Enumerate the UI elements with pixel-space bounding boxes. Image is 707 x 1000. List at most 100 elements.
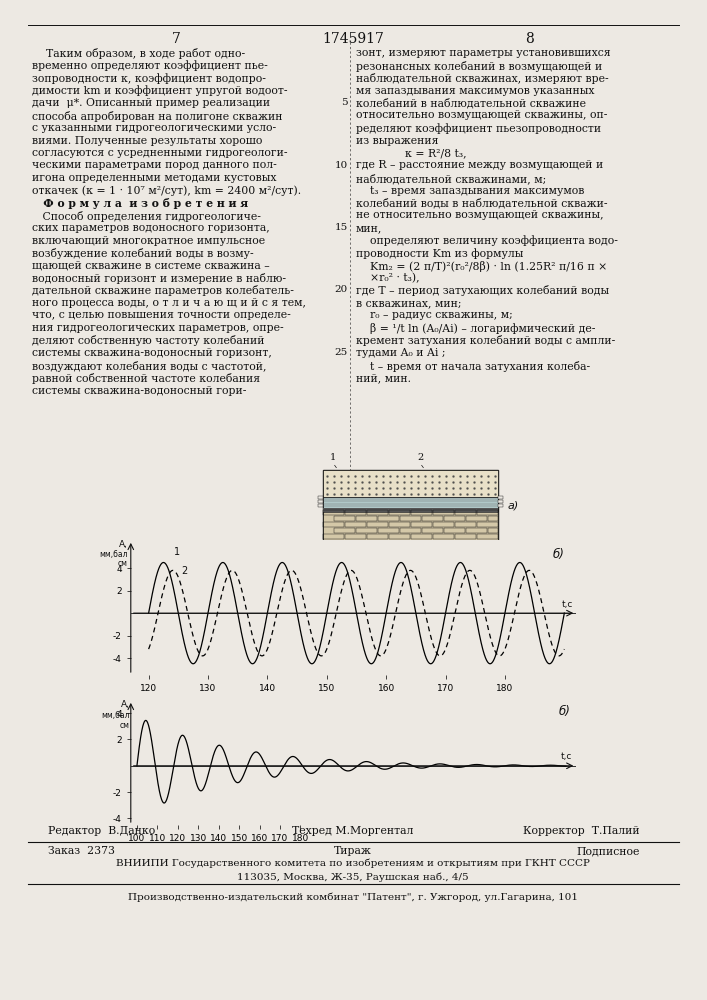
Text: откачек (к = 1 · 10⁷ м²/сут), km = 2400 м²/сут).: откачек (к = 1 · 10⁷ м²/сут), km = 2400 … [32,186,301,196]
Text: не относительно возмущающей скважины,: не относительно возмущающей скважины, [356,211,604,221]
Bar [323,522,344,527]
Text: согласуются с усредненными гидрогеологи-: согласуются с усредненными гидрогеологи- [32,148,288,158]
Text: относительно возмущающей скважины, оп-: относительно возмущающей скважины, оп- [356,110,607,120]
Bar [334,528,355,533]
Bar [400,516,421,521]
Bar [345,510,366,515]
Text: 15: 15 [334,223,348,232]
Bar [323,510,344,515]
Bar [422,516,443,521]
Text: t,c: t,c [561,752,572,761]
Text: мя запаздывания максимумов указанных: мя запаздывания максимумов указанных [356,86,595,96]
Text: 20: 20 [334,286,348,294]
Text: воздуждают колебания воды с частотой,: воздуждают колебания воды с частотой, [32,360,267,371]
Text: ределяют коэффициент пьезопроводности: ределяют коэффициент пьезопроводности [356,123,601,134]
Bar [323,512,498,540]
Text: зопроводности к, коэффициент водопро-: зопроводности к, коэффициент водопро- [32,73,266,84]
Bar [411,522,432,527]
Bar [345,522,366,527]
Bar [444,516,465,521]
Text: см: см [119,721,130,730]
Bar [488,516,498,521]
Bar [323,497,498,508]
Text: 2: 2 [417,453,423,462]
Text: мин,: мин, [356,223,382,233]
Text: кремент затухания колебаний воды с ампли-: кремент затухания колебаний воды с ампли… [356,336,615,347]
Bar [318,500,323,503]
Text: дачи  μ*. Описанный пример реализации: дачи μ*. Описанный пример реализации [32,98,270,108]
Text: из выражения: из выражения [356,135,438,145]
Text: Таким образом, в ходе работ одно-: Таким образом, в ходе работ одно- [32,48,245,59]
Text: ×r₀² · t₃),: ×r₀² · t₃), [356,273,420,283]
Text: системы скважина-водоносный гори-: системы скважина-водоносный гори- [32,385,246,395]
Bar [498,496,503,499]
Text: Подписное: Подписное [577,846,640,856]
Bar [318,496,323,499]
Text: t – время от начала затухания колеба-: t – время от начала затухания колеба- [356,360,590,371]
Bar [367,534,388,539]
Bar [444,528,465,533]
Text: 25: 25 [334,348,348,357]
Text: где R – расстояние между возмущающей и: где R – расстояние между возмущающей и [356,160,603,170]
Text: временно определяют коэффициент пье-: временно определяют коэффициент пье- [32,60,268,71]
Text: колебаний в наблюдательной скважине: колебаний в наблюдательной скважине [356,98,586,109]
Text: ВНИИПИ Государственного комитета по изобретениям и открытиям при ГКНТ СССР: ВНИИПИ Государственного комитета по изоб… [116,859,590,868]
Text: щающей скважине в системе скважина –: щающей скважине в системе скважина – [32,260,270,270]
Text: определяют величину коэффициента водо-: определяют величину коэффициента водо- [356,235,618,246]
Text: что, с целью повышения точности определе-: что, с целью повышения точности определе… [32,310,291,320]
Bar [389,510,410,515]
Text: Тираж: Тираж [334,846,372,856]
Text: Способ определения гидрогеологиче-: Способ определения гидрогеологиче- [32,211,261,222]
Bar [455,510,476,515]
Text: резонансных колебаний в возмущающей и: резонансных колебаний в возмущающей и [356,60,602,72]
Text: водоносный горизонт и измерение в наблю-: водоносный горизонт и измерение в наблю- [32,273,286,284]
Text: виями. Полученные результаты хорошо: виями. Полученные результаты хорошо [32,135,262,145]
Text: зонт, измеряют параметры установившихся: зонт, измеряют параметры установившихся [356,48,611,58]
Bar [323,508,498,512]
Text: проводности Km из формулы: проводности Km из формулы [356,248,523,259]
Text: ний, мин.: ний, мин. [356,373,411,383]
Bar [455,522,476,527]
Bar [433,522,454,527]
Text: ческими параметрами пород данного пол-: ческими параметрами пород данного пол- [32,160,276,170]
Bar [400,528,421,533]
Bar [477,510,498,515]
Bar [389,522,410,527]
Bar [422,528,443,533]
Text: наблюдательной скважинами, м;: наблюдательной скважинами, м; [356,173,547,184]
Text: r₀ – радиус скважины, м;: r₀ – радиус скважины, м; [356,310,513,320]
Bar [378,528,399,533]
Text: б): б) [559,705,570,718]
Text: возбуждение колебаний воды в возму-: возбуждение колебаний воды в возму- [32,248,254,259]
Text: Заказ  2373: Заказ 2373 [48,846,115,856]
Text: б): б) [552,548,564,561]
Text: ских параметров водоносного горизонта,: ских параметров водоносного горизонта, [32,223,270,233]
Text: 10: 10 [334,160,348,169]
Bar [466,516,487,521]
Text: колебаний воды в наблюдательной скважи-: колебаний воды в наблюдательной скважи- [356,198,607,209]
Text: равной собственной частоте колебания: равной собственной частоте колебания [32,373,260,384]
Text: β = ¹/t ln (A₀/Ai) – логарифмический де-: β = ¹/t ln (A₀/Ai) – логарифмический де- [356,323,595,334]
Bar [466,528,487,533]
Text: деляют собственную частоту колебаний: деляют собственную частоту колебаний [32,336,264,347]
Text: димости km и коэффициент упругой водоот-: димости km и коэффициент упругой водоот- [32,86,288,96]
Text: а): а) [508,500,519,510]
Text: 7: 7 [172,32,180,46]
Text: Km₂ = (2 π/T)²(r₀²/8β) · ln (1.25R² π/16 π ×: Km₂ = (2 π/T)²(r₀²/8β) · ln (1.25R² π/16… [356,260,607,271]
Bar [488,528,498,533]
Text: с указанными гидрогеологическими усло-: с указанными гидрогеологическими усло- [32,123,276,133]
Text: 1745917: 1745917 [322,32,384,46]
Bar [323,534,344,539]
Bar [455,534,476,539]
Text: Редактор  В.Данко: Редактор В.Данко [48,826,156,836]
Bar [389,534,410,539]
Text: t,c: t,c [562,600,573,609]
Text: игона определенными методами кустовых: игона определенными методами кустовых [32,173,276,183]
Text: к = R²/8 t₃,: к = R²/8 t₃, [356,148,467,158]
Text: 5: 5 [341,98,348,107]
Bar [498,504,503,507]
Bar [477,534,498,539]
Text: системы скважина-водоносный горизонт,: системы скважина-водоносный горизонт, [32,348,272,358]
Text: мм,бал: мм,бал [99,550,128,559]
Bar [318,504,323,507]
